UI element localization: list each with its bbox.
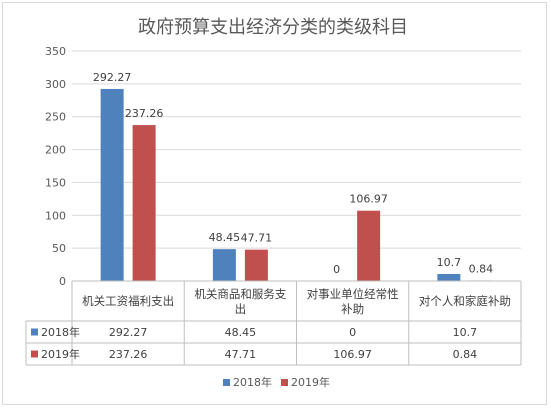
data-label: 292.27 [93, 71, 132, 84]
table-cell: 0.84 [453, 348, 478, 361]
legend: 2018年 2019年 [223, 375, 330, 389]
chart-canvas: 政府预算支出经济分类的类级科目 0 50 100 150 200 250 300 350 29… [25, 17, 522, 389]
table-cell: 48.45 [225, 326, 257, 339]
y-axis-ticks: 0 50 100 150 200 250 300 350 [45, 45, 66, 288]
legend-label: 2018年 [233, 375, 272, 389]
table-cell: 0 [349, 326, 356, 339]
y-tick-label: 100 [45, 209, 66, 222]
chart-title: 政府预算支出经济分类的类级科目 [138, 17, 408, 38]
table-legend-key [31, 350, 38, 358]
data-label: 237.26 [125, 107, 164, 120]
legend-swatch [281, 379, 288, 386]
table-series-name: 2018年 [41, 325, 80, 339]
bar [100, 88, 124, 281]
x-category-label: 机关工资福利支出 [82, 294, 174, 308]
bar [357, 210, 381, 281]
x-category-label: 补助 [341, 302, 364, 316]
bar [132, 125, 156, 281]
y-tick-label: 300 [45, 78, 66, 91]
y-tick-label: 50 [52, 242, 66, 255]
x-category-label: 出 [235, 302, 247, 316]
data-label: 48.45 [209, 231, 241, 244]
data-label: 0.84 [469, 262, 494, 275]
data-label: 0 [333, 263, 340, 276]
x-category-label: 机关商品和服务支 [194, 287, 286, 301]
y-tick-label: 350 [45, 45, 66, 58]
data-label: 106.97 [349, 193, 388, 206]
table-cell: 10.7 [453, 326, 478, 339]
data-label: 47.71 [241, 232, 273, 245]
data-label: 10.7 [437, 256, 462, 269]
bar [437, 273, 461, 281]
table-cell: 237.26 [109, 348, 148, 361]
table-cell: 47.71 [225, 348, 257, 361]
table-cell: 106.97 [333, 348, 372, 361]
table-legend-key [31, 328, 38, 336]
bars [100, 88, 493, 281]
legend-swatch [223, 379, 230, 386]
y-tick-label: 200 [45, 144, 66, 157]
y-tick-label: 0 [59, 275, 66, 288]
x-category-label: 对事业单位经常性 [307, 287, 399, 301]
legend-label: 2019年 [291, 375, 330, 389]
y-tick-label: 250 [45, 111, 66, 124]
x-category-label: 对个人和家庭补助 [419, 294, 511, 308]
bar [244, 249, 268, 281]
y-tick-label: 150 [45, 176, 66, 189]
table-cell: 292.27 [109, 326, 148, 339]
bar [212, 249, 236, 281]
data-labels: 292.27 237.26 48.45 47.71 0 106.97 10.7 0.84 [93, 71, 493, 276]
table-series-name: 2019年 [41, 347, 80, 361]
chart-frame: 政府预算支出经济分类的类级科目 0 50 100 150 200 250 300 350 29… [2, 2, 547, 405]
